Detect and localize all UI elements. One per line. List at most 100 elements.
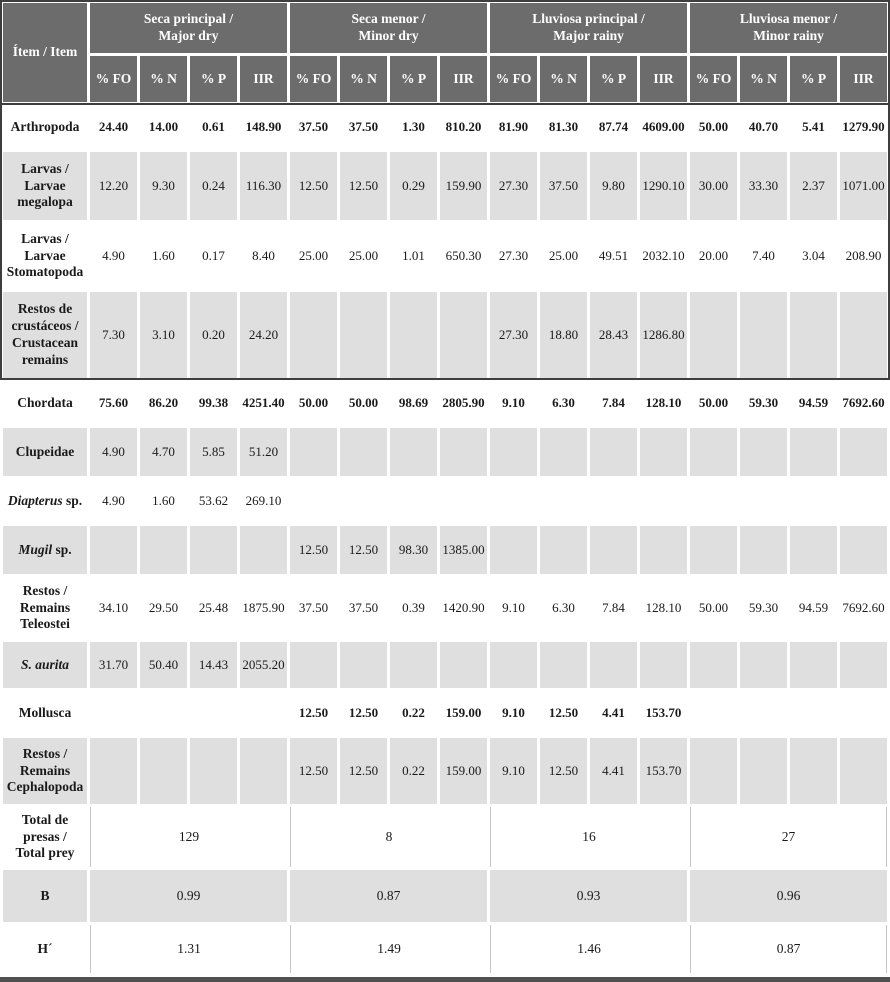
- table-row: Arthropoda 24.40 14.00 0.61 148.90 37.50 37.50…: [3, 105, 887, 149]
- value-cell: 25.00: [348, 247, 379, 263]
- value-cell: 29.50: [148, 599, 179, 615]
- value-cell: [740, 642, 788, 688]
- summary-value-cell: 0.99: [90, 870, 288, 922]
- value-cell: 28.43: [590, 292, 638, 378]
- value-cell: [290, 428, 338, 476]
- row-label: Chordata: [17, 394, 73, 410]
- value-cell: [640, 642, 688, 688]
- value-cell: [490, 428, 538, 476]
- value-cell: [490, 479, 537, 523]
- value-cell: 1286.80: [640, 292, 688, 378]
- summary-value-cell: 1.49: [290, 925, 487, 973]
- value-cell: 25.00: [298, 247, 329, 263]
- value-cell: 12.50: [540, 738, 588, 804]
- value-cell: [690, 642, 738, 688]
- value-cell: 75.60: [98, 394, 129, 410]
- value-cell: [840, 526, 888, 574]
- value-cell: 208.90: [845, 247, 882, 263]
- value-cell: [640, 526, 688, 574]
- value-cell: [490, 642, 538, 688]
- row-label: Total de presas / Total prey: [15, 811, 75, 861]
- value-cell: 0.39: [402, 599, 425, 615]
- value-cell: 1.30: [402, 118, 425, 134]
- metric-column-header: % FO: [690, 56, 738, 102]
- value-cell: 1071.00: [840, 152, 888, 220]
- value-cell: [790, 642, 838, 688]
- value-cell: 159.00: [440, 738, 488, 804]
- row-label: Arthropoda: [10, 118, 80, 134]
- value-cell: 5.85: [190, 428, 237, 476]
- summary-value-cell: 0.87: [290, 870, 488, 922]
- row-label: Diapterus sp.: [7, 492, 83, 508]
- value-cell: 30.00: [690, 152, 738, 220]
- value-cell: 81.30: [548, 118, 579, 134]
- value-cell: 12.50: [340, 152, 388, 220]
- value-cell: [90, 526, 137, 574]
- value-cell: 4.90: [102, 492, 125, 508]
- value-cell: [690, 691, 737, 735]
- value-cell: [540, 479, 587, 523]
- value-cell: 153.70: [640, 738, 688, 804]
- metric-column-header: IIR: [240, 56, 288, 102]
- value-cell: [340, 292, 388, 378]
- value-cell: 7.84: [602, 394, 625, 410]
- value-cell: [740, 479, 787, 523]
- value-cell: 2805.90: [442, 394, 485, 410]
- value-cell: 9.10: [502, 704, 525, 720]
- value-cell: 1.01: [402, 247, 425, 263]
- value-cell: 0.61: [202, 118, 225, 134]
- row-label: Larvas / Larvae megalopa: [3, 152, 87, 220]
- value-cell: [740, 738, 788, 804]
- summary-row: Total de presas / Total prey 129 8 16 27: [3, 807, 888, 867]
- row-label: H´: [37, 940, 53, 956]
- value-cell: 12.50: [548, 704, 579, 720]
- value-cell: 9.10: [502, 394, 525, 410]
- value-cell: 12.50: [298, 704, 329, 720]
- value-cell: 50.40: [140, 642, 187, 688]
- value-cell: [740, 526, 788, 574]
- value-cell: [140, 738, 187, 804]
- summary-value-cell: 16: [490, 807, 687, 867]
- value-cell: [340, 479, 387, 523]
- value-cell: 1.60: [152, 492, 175, 508]
- value-cell: 59.30: [748, 599, 779, 615]
- value-cell: 18.80: [540, 292, 588, 378]
- value-cell: [840, 691, 887, 735]
- value-cell: [440, 292, 488, 378]
- value-cell: 4.41: [590, 738, 638, 804]
- summary-value-cell: 1.46: [490, 925, 687, 973]
- value-cell: 12.50: [290, 152, 338, 220]
- value-cell: 0.29: [390, 152, 438, 220]
- value-cell: 8.40: [252, 247, 275, 263]
- metric-column-header: % P: [390, 56, 438, 102]
- value-cell: 128.10: [645, 599, 682, 615]
- value-cell: [790, 292, 838, 378]
- row-label: Clupeidae: [3, 428, 87, 476]
- value-cell: 0.22: [390, 738, 438, 804]
- value-cell: 37.50: [348, 118, 379, 134]
- table-row: Clupeidae 4.90 4.70 5.85 51.20: [3, 428, 888, 476]
- value-cell: [290, 292, 338, 378]
- value-cell: 50.00: [698, 599, 729, 615]
- metric-column-header: % N: [740, 56, 788, 102]
- value-cell: [840, 292, 888, 378]
- table-row: Mollusca 12.50 12.50 0.22 159.00 9.10 12.50 4.4…: [3, 691, 887, 735]
- table-row: Chordata 75.60 86.20 99.38 4251.40 50.00 50.00…: [3, 381, 887, 425]
- row-label: S. aurita: [3, 642, 87, 688]
- value-cell: [240, 691, 287, 735]
- table-header: Ítem / Item Seca principal / Major dry Sec…: [3, 3, 888, 102]
- value-cell: 37.50: [540, 152, 588, 220]
- season-group-header: Seca principal / Major dry: [90, 3, 288, 53]
- value-cell: [690, 526, 738, 574]
- value-cell: [740, 691, 787, 735]
- value-cell: [590, 428, 638, 476]
- summary-row: B 0.99 0.87 0.93 0.96: [3, 870, 888, 922]
- row-label: Restos de crustáceos / Crustacean remains: [3, 292, 87, 378]
- value-cell: [690, 428, 738, 476]
- value-cell: [690, 292, 738, 378]
- metric-column-header: % FO: [290, 56, 338, 102]
- metric-column-header: IIR: [440, 56, 488, 102]
- value-cell: 14.00: [148, 118, 179, 134]
- value-cell: 24.40: [98, 118, 129, 134]
- value-cell: 128.10: [645, 394, 682, 410]
